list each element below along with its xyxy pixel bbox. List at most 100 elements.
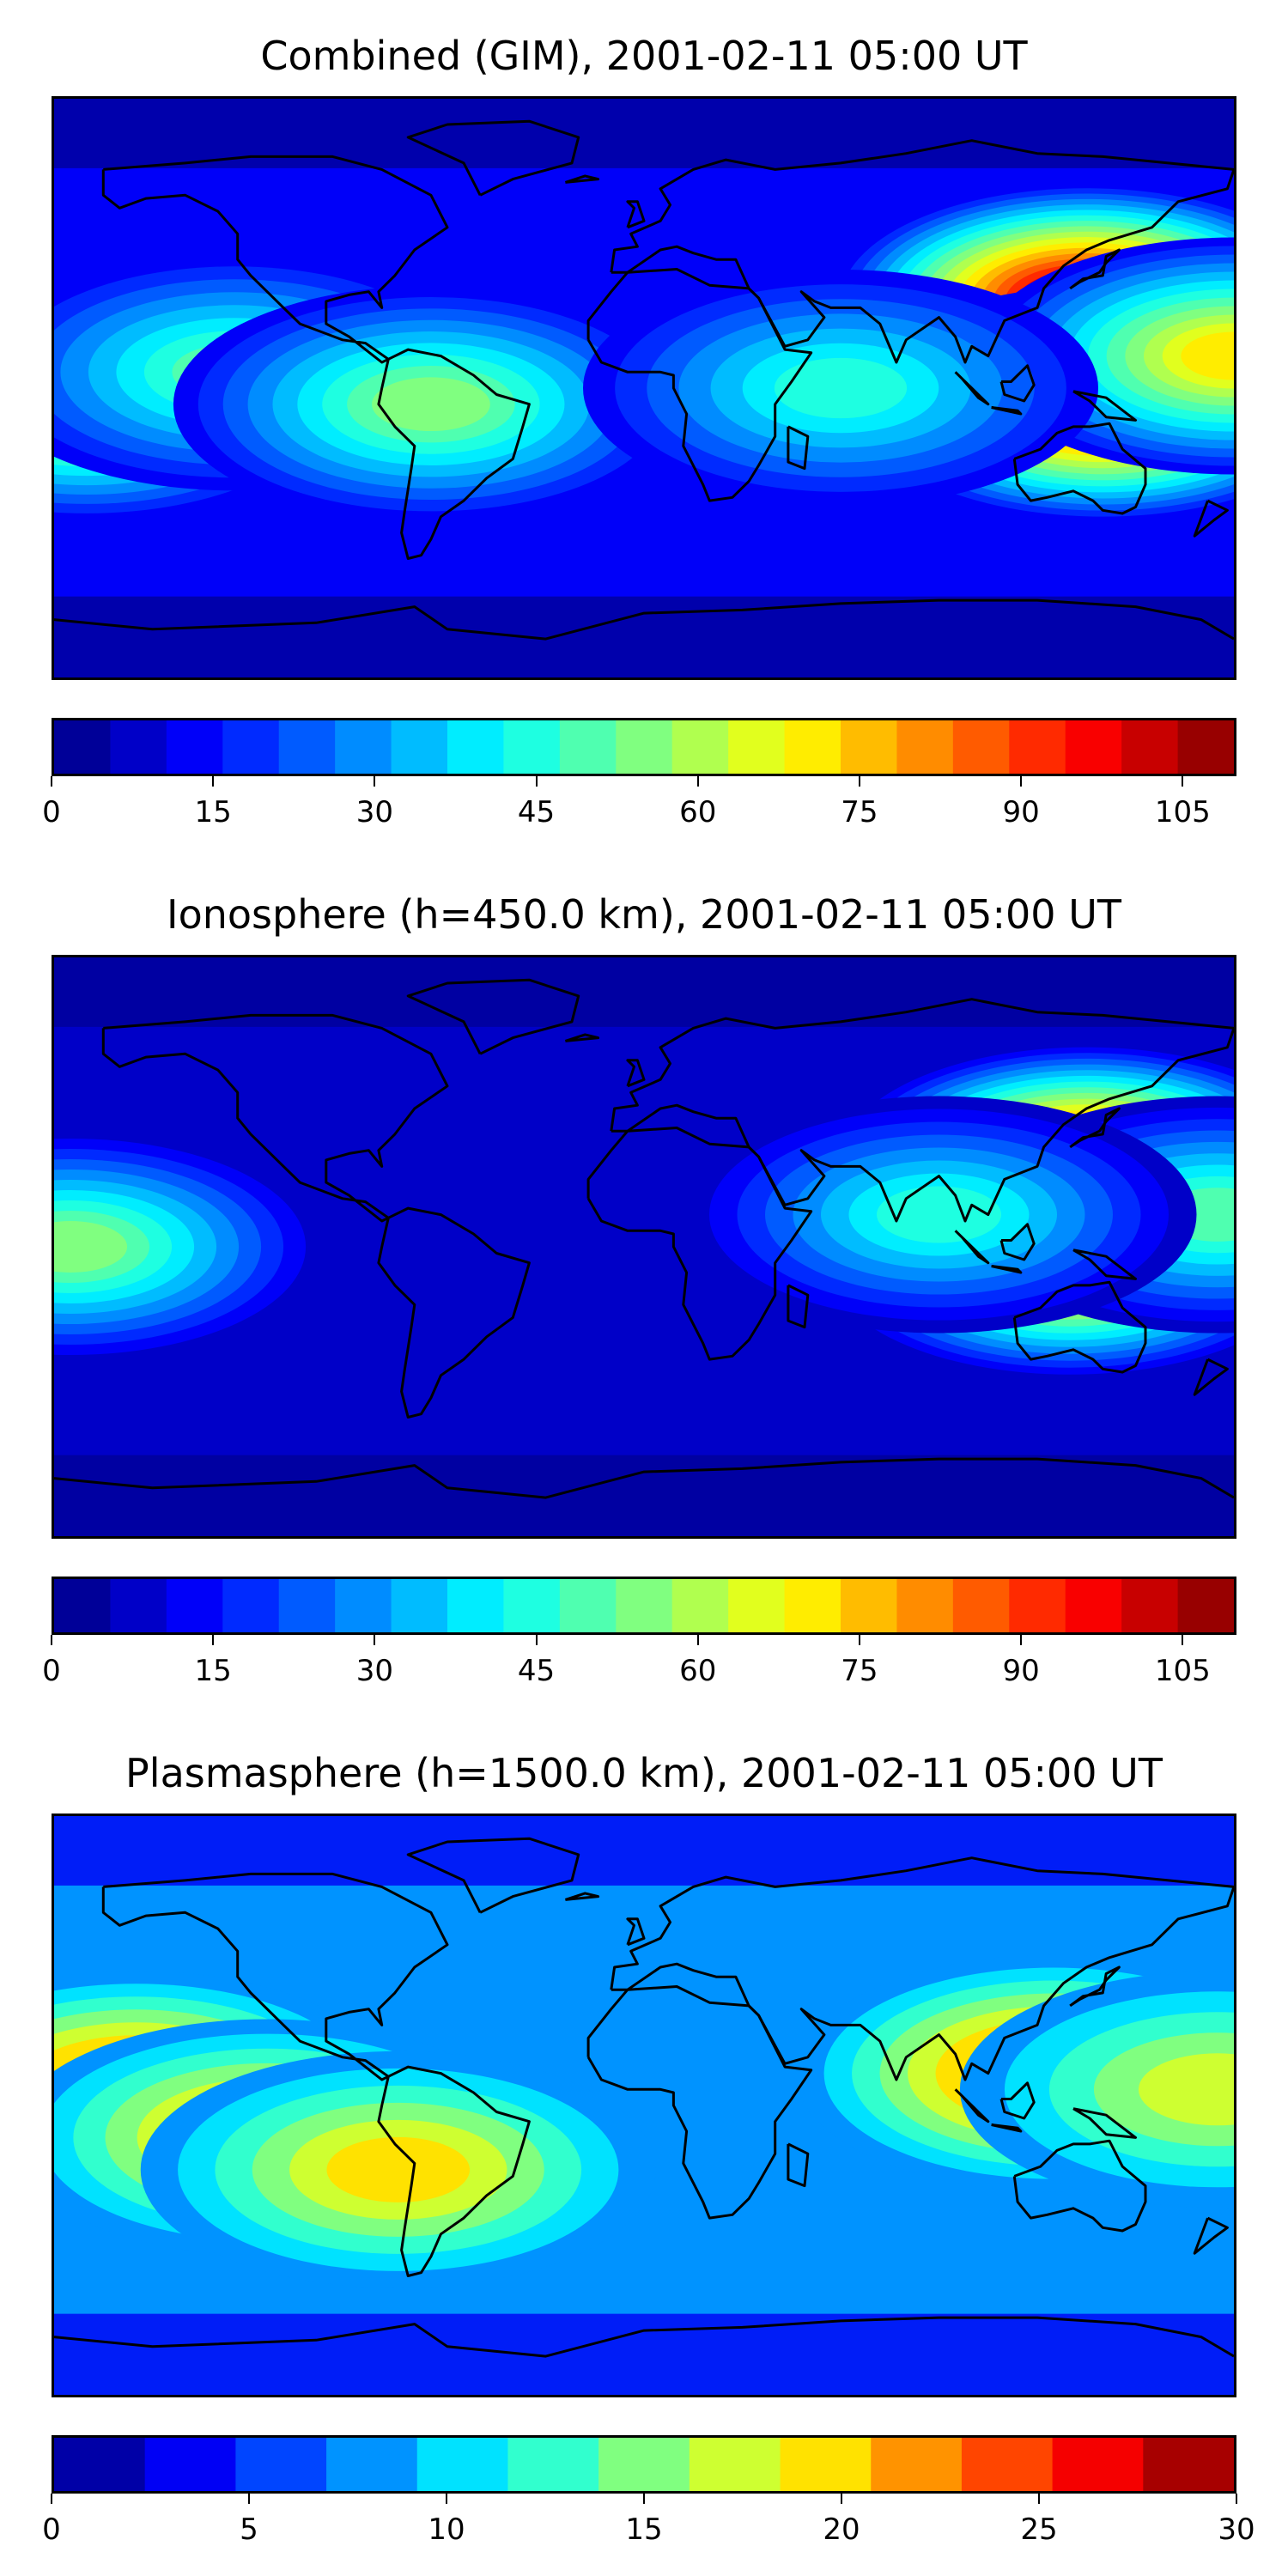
tick-mark [858, 776, 860, 787]
map-svg [54, 957, 1234, 1536]
colorbar-level [447, 1579, 505, 1632]
tec-map-plasmasphere [52, 1814, 1236, 2397]
coastline [1012, 2139, 1147, 2233]
tec-contour-level [326, 2136, 471, 2202]
colorbar-level [110, 720, 167, 774]
tick-mark [374, 776, 376, 787]
colorbar-level [559, 720, 617, 774]
tick-label: 60 [679, 1654, 717, 1688]
colorbar-level [1009, 720, 1066, 774]
colorbar-level [728, 1579, 786, 1632]
colorbar-level [1009, 1579, 1066, 1632]
colorbar-level [144, 2438, 236, 2491]
tick-label: 105 [1154, 795, 1211, 829]
map-svg [54, 1816, 1234, 2395]
tick-label: 0 [42, 1654, 61, 1688]
tec-hotspot [173, 285, 689, 523]
colorbar-level [784, 720, 841, 774]
coastline [787, 2142, 810, 2188]
colorbar-level [326, 2438, 418, 2491]
coastlines [54, 978, 1234, 1499]
coastline [1069, 1107, 1121, 1149]
coastline [377, 2065, 531, 2277]
colorbar-level [278, 720, 336, 774]
coastline [377, 348, 531, 560]
colorbar-level [222, 720, 280, 774]
coastline [1069, 248, 1121, 290]
coastline [954, 1230, 990, 1265]
colorbar-level [616, 1579, 673, 1632]
coastline [1193, 2216, 1229, 2255]
tick-mark [1182, 776, 1184, 787]
colorbar-level [335, 1579, 392, 1632]
colorbar-level [110, 1579, 167, 1632]
tick-mark [696, 776, 699, 787]
colorbar-level [896, 1579, 954, 1632]
coastline [991, 2123, 1023, 2133]
coastline [586, 268, 813, 502]
polar-band [54, 1455, 1234, 1536]
coastline [1193, 1358, 1229, 1396]
colorbar-ticks: 0 15 30 45 60 75 90 105 [42, 1635, 1236, 1688]
colorbar-level [166, 720, 223, 774]
tick-label: 15 [194, 1654, 232, 1688]
colorbar-level [871, 2438, 963, 2491]
coastline [54, 1457, 1234, 1499]
tec-contour-level [1181, 331, 1234, 380]
colorbar-svg [54, 1579, 1234, 1632]
tec-hotspot [583, 270, 1098, 507]
tec-contour-level [372, 377, 490, 432]
tec-contour-level [774, 357, 908, 419]
colorbar-level [689, 2438, 781, 2491]
tick-label: 0 [42, 2512, 61, 2547]
tick-label: 15 [194, 795, 232, 829]
coastline [54, 2316, 1234, 2358]
coastline [586, 1985, 813, 2220]
tick-mark [212, 1635, 215, 1645]
coastlines [54, 1837, 1234, 2358]
tick-mark [1020, 1635, 1023, 1645]
coastline [564, 1033, 600, 1042]
tick-mark [1020, 776, 1023, 787]
tick-label: 30 [355, 1654, 393, 1688]
colorbar-ticks: 0 5 10 15 20 25 30 [42, 2494, 1255, 2547]
tick-label: 75 [841, 1654, 878, 1688]
colorbar-level [1143, 2438, 1234, 2491]
panel-combined: Combined (GIM), 2001-02-11 05:00 UT 0 15 3… [0, 0, 1288, 859]
colorbar-level [391, 720, 448, 774]
coastline [406, 1837, 580, 1914]
colorbar-level [447, 720, 505, 774]
colorbar-level [896, 720, 954, 774]
colorbar-level [598, 2438, 690, 2491]
tick-mark [696, 1635, 699, 1645]
tec-contour-level [1138, 2053, 1234, 2126]
tick-label: 10 [428, 2512, 465, 2547]
colorbar-level [222, 1579, 280, 1632]
colorbar-level [841, 1579, 898, 1632]
coastline [101, 155, 449, 364]
coastline [586, 1127, 813, 1361]
coastline [1012, 422, 1147, 515]
tec-map-ionosphere [52, 955, 1236, 1539]
panel-title: Combined (GIM), 2001-02-11 05:00 UT [260, 33, 1028, 79]
tick-mark [51, 1635, 52, 1645]
tick-mark [841, 2494, 842, 2504]
colorbar-level [784, 1579, 841, 1632]
colorbar-level [278, 1579, 336, 1632]
tick-mark [374, 1635, 376, 1645]
coastline [101, 1872, 449, 2081]
panel-ionosphere: Ionosphere (h=450.0 km), 2001-02-11 05:0… [0, 859, 1288, 1717]
colorbar-level [335, 720, 392, 774]
colorbar-level [1177, 1579, 1234, 1632]
tick-mark [858, 1635, 860, 1645]
tick-label: 45 [517, 1654, 556, 1688]
colorbar-level [54, 720, 112, 774]
tick-label: 30 [1218, 2512, 1255, 2547]
tick-mark [51, 2494, 52, 2504]
coastline [787, 1284, 810, 1329]
colorbar-level [1121, 1579, 1179, 1632]
tick-label: 30 [355, 795, 393, 829]
tick-mark [248, 2494, 250, 2504]
coastline [406, 978, 580, 1055]
colorbar-level [166, 1579, 223, 1632]
